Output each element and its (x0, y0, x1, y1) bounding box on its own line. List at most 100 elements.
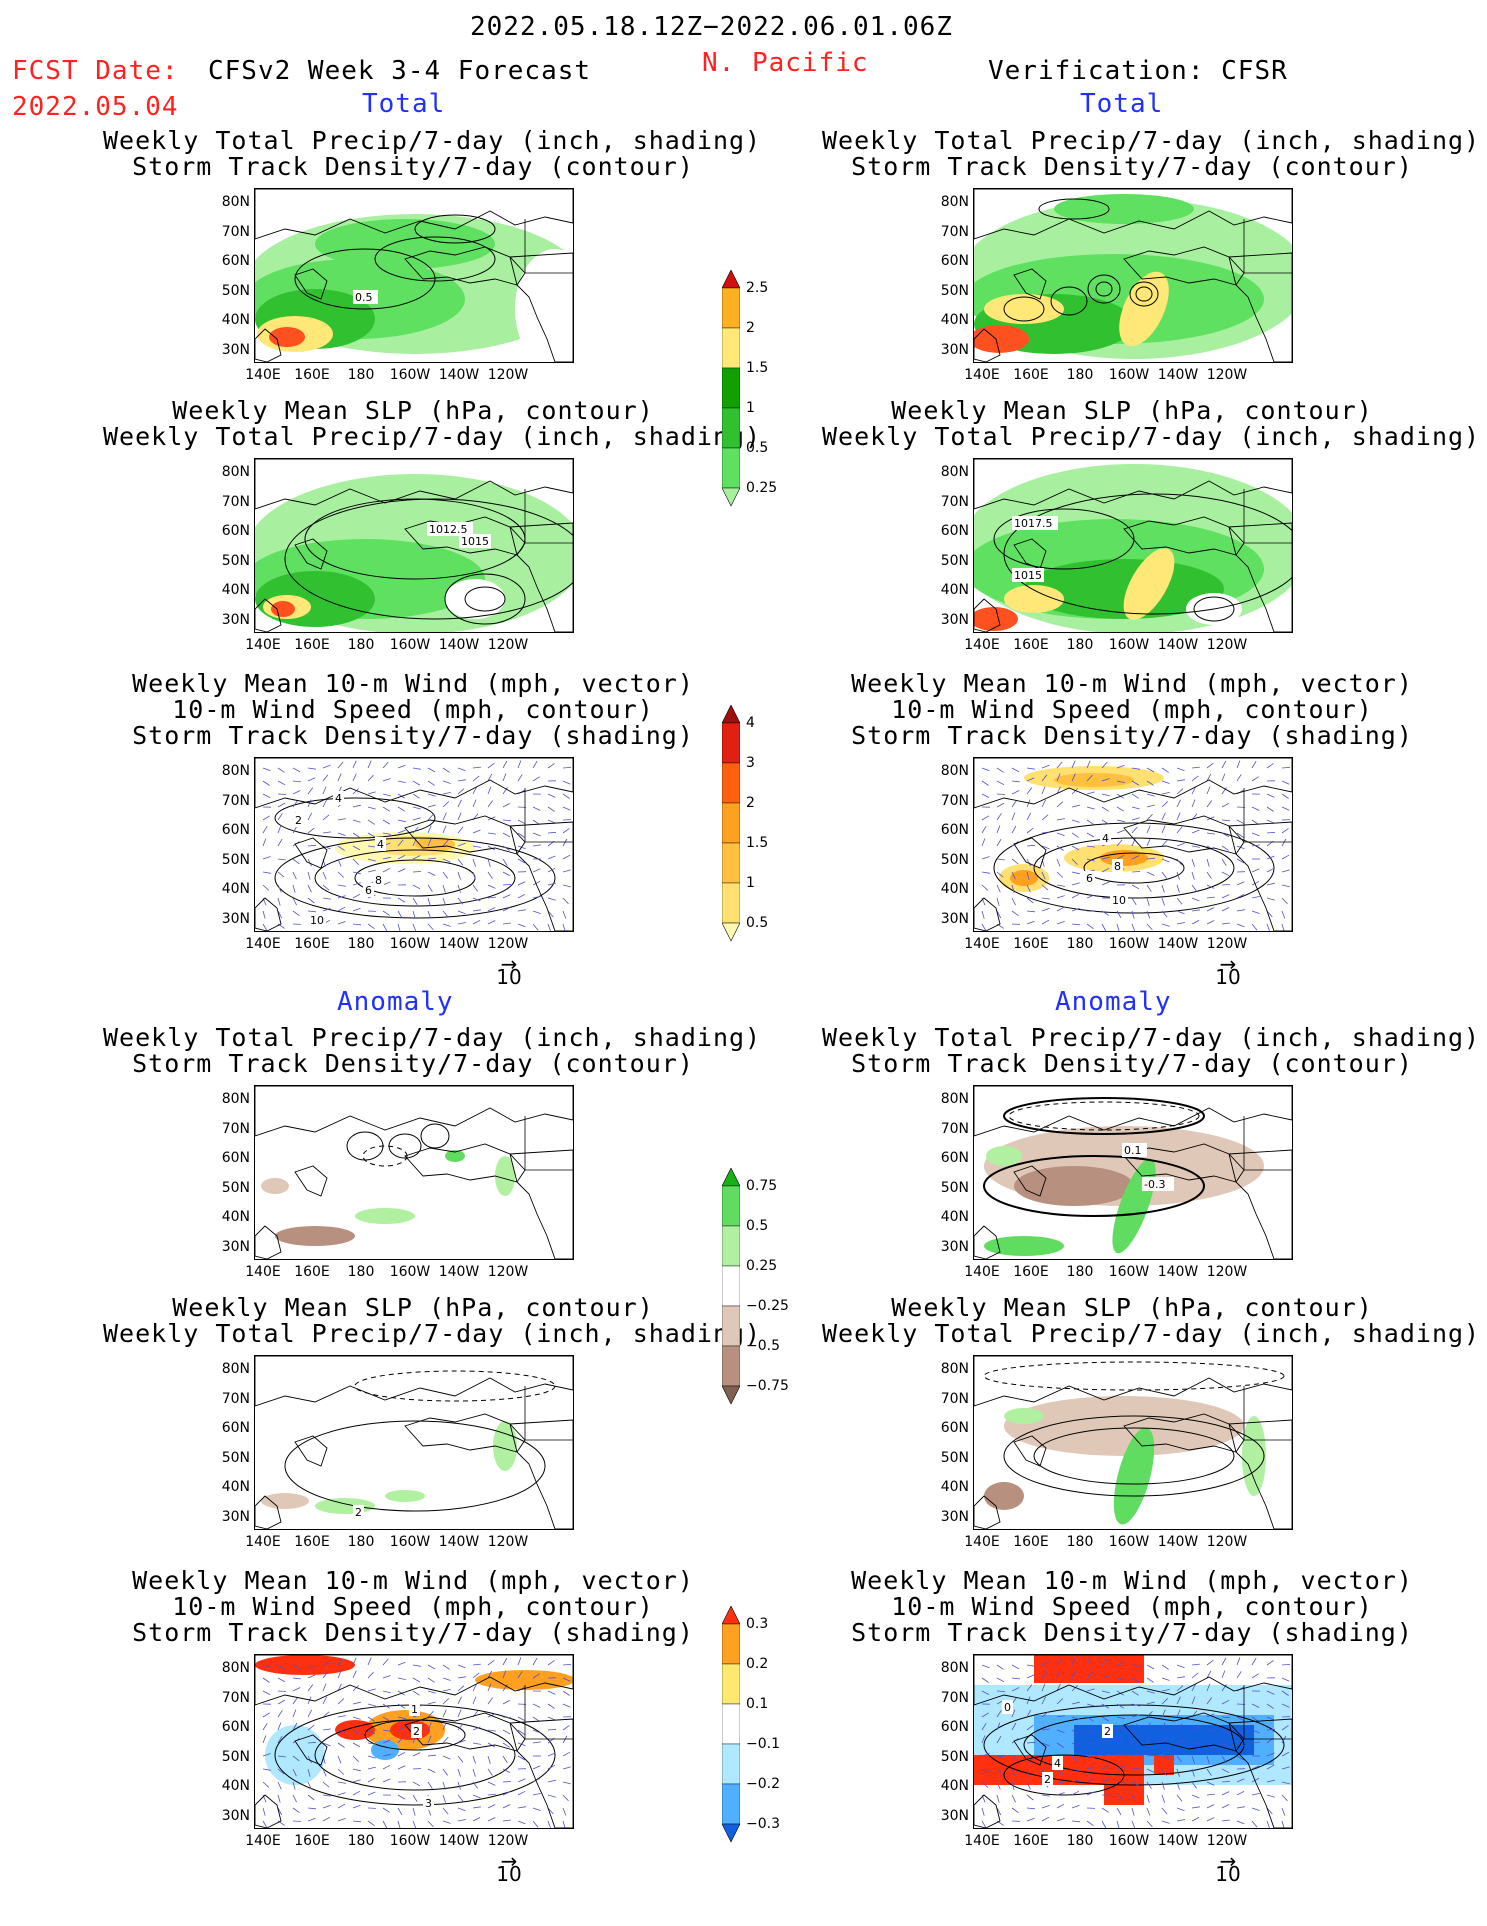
colorbar-precip_anomaly-tick: −0.5 (746, 1338, 780, 1354)
colorbar-storm_anomaly-tick: 0.3 (746, 1616, 768, 1632)
colorbar-storm_total-tick: 2 (746, 795, 755, 811)
colorbar-precip_total-segment (722, 328, 740, 368)
p5-right-lon-tick: 140E (957, 1534, 1007, 1550)
p3-right-lon-tick: 120W (1202, 936, 1252, 952)
p5-left-lon-tick: 180 (336, 1534, 386, 1550)
p5-left-title-line: Weekly Total Precip/7-day (inch, shading… (103, 1321, 723, 1347)
colorbar-storm_total-tick: 0.5 (746, 915, 768, 931)
p3-right-lat-tick: 50N (929, 852, 969, 868)
p5-right-title-line: Weekly Mean SLP (hPa, contour) (822, 1295, 1442, 1321)
p2-left-lon-tick: 160W (385, 637, 435, 653)
colorbar-precip_anomaly-segment (722, 1306, 740, 1346)
p4-left-lon-tick: 160W (385, 1264, 435, 1280)
p4-right-title-line: Weekly Total Precip/7-day (inch, shading… (822, 1025, 1442, 1051)
p2-right-lat-tick: 50N (929, 553, 969, 569)
p1-left-lat-tick: 60N (210, 253, 250, 269)
p6-right-lat-tick: 30N (929, 1808, 969, 1824)
p1-right-lat-tick: 70N (929, 224, 969, 240)
p4-left-lon-tick: 160E (287, 1264, 337, 1280)
colorbar-storm_anomaly-tick: −0.2 (746, 1776, 780, 1792)
p2-right-title: Weekly Mean SLP (hPa, contour)Weekly Tot… (822, 398, 1442, 450)
p2-left-lat-tick: 30N (210, 612, 250, 628)
colorbar-storm_anomaly-top-arrow (722, 1606, 740, 1624)
p4-right-lat-tick: 80N (929, 1091, 969, 1107)
p3-left-title-line: Weekly Mean 10-m Wind (mph, vector) (103, 671, 723, 697)
p6-right-title-line: Weekly Mean 10-m Wind (mph, vector) (822, 1568, 1442, 1594)
p2-right-lon-tick: 160W (1104, 637, 1154, 653)
p3-left-contour-label-1: 2 (295, 814, 302, 827)
p5-left-title: Weekly Mean SLP (hPa, contour)Weekly Tot… (103, 1295, 723, 1347)
p3-right-lon-tick: 140W (1153, 936, 1203, 952)
p3-right-lat-tick: 80N (929, 763, 969, 779)
colorbar-storm_total-segment (722, 803, 740, 843)
colorbar-storm_anomaly-tick: 0.2 (746, 1656, 768, 1672)
colorbar-storm_anomaly-tick: 0.1 (746, 1696, 768, 1712)
p4-left-lon-tick: 120W (483, 1264, 533, 1280)
colorbar-precip_total-bottom-arrow (722, 488, 740, 506)
p6-left-lat-tick: 50N (210, 1749, 250, 1765)
colorbar-precip_total-segment (722, 408, 740, 448)
p2-left-lon-tick: 140W (434, 637, 484, 653)
p6-right-contour-label-0: 0 (1004, 1701, 1011, 1714)
p2-left-lat-tick: 50N (210, 553, 250, 569)
colorbar-precip_total-segment (722, 368, 740, 408)
p2-left-lat-tick: 70N (210, 494, 250, 510)
p3-left-lon-tick: 160W (385, 936, 435, 952)
section-total-left: Total (362, 91, 445, 117)
p1-left-title: Weekly Total Precip/7-day (inch, shading… (103, 128, 723, 180)
p4-left-map (254, 1085, 574, 1260)
p4-right-lat-tick: 50N (929, 1180, 969, 1196)
p4-right-lon-tick: 140W (1153, 1264, 1203, 1280)
p1-right-lat-tick: 80N (929, 194, 969, 210)
p3-left-lon-tick: 120W (483, 936, 533, 952)
p2-right-title-line: Weekly Total Precip/7-day (inch, shading… (822, 424, 1442, 450)
p1-right-lon-tick: 160W (1104, 367, 1154, 383)
p4-left-lat-tick: 80N (210, 1091, 250, 1107)
p6-right-title: Weekly Mean 10-m Wind (mph, vector)10-m … (822, 1568, 1442, 1646)
p6-right-title-line: Storm Track Density/7-day (shading) (822, 1620, 1442, 1646)
p2-right-lat-tick: 40N (929, 582, 969, 598)
p5-left-lon-tick: 160E (287, 1534, 337, 1550)
p5-right-lat-tick: 50N (929, 1450, 969, 1466)
p4-right-map-svg: 0.1-0.3 (974, 1086, 1292, 1259)
p1-left-map-svg: 0.5 (255, 189, 573, 362)
p4-left-lat-tick: 40N (210, 1209, 250, 1225)
p6-left-lat-tick: 80N (210, 1660, 250, 1676)
p1-right-map-svg (974, 189, 1292, 362)
p1-right-lat-tick: 40N (929, 312, 969, 328)
p4-right-lon-tick: 120W (1202, 1264, 1252, 1280)
p1-left-lat-tick: 50N (210, 283, 250, 299)
p4-right-lat-tick: 70N (929, 1121, 969, 1137)
p1-right-lat-tick: 60N (929, 253, 969, 269)
p6-left-lon-tick: 140W (434, 1833, 484, 1849)
p1-left-lon-tick: 180 (336, 367, 386, 383)
p2-right-lon-tick: 140E (957, 637, 1007, 653)
colorbar-storm_anomaly-segment (722, 1704, 740, 1744)
colorbar-precip_anomaly-tick: −0.25 (746, 1298, 789, 1314)
p4-left-lat-tick: 70N (210, 1121, 250, 1137)
p1-right-lon-tick: 140E (957, 367, 1007, 383)
p6-right-lat-tick: 80N (929, 1660, 969, 1676)
p3-left-contour-label-4: 8 (375, 874, 382, 887)
p3-right-contour-label-2: 8 (1114, 860, 1121, 873)
p3-left-lat-tick: 80N (210, 763, 250, 779)
p5-left-lon-tick: 160W (385, 1534, 435, 1550)
p5-right-title-line: Weekly Total Precip/7-day (inch, shading… (822, 1321, 1442, 1347)
p4-left-lon-tick: 140E (238, 1264, 288, 1280)
p6-left-lon-tick: 140E (238, 1833, 288, 1849)
colorbar-storm_total-top-arrow (722, 705, 740, 723)
p6-left-title: Weekly Mean 10-m Wind (mph, vector)10-m … (103, 1568, 723, 1646)
p1-right-lon-tick: 120W (1202, 367, 1252, 383)
p4-right-contour-label-0: 0.1 (1124, 1144, 1142, 1157)
colorbar-precip_anomaly-tick: −0.75 (746, 1378, 789, 1394)
p4-right-lon-tick: 140E (957, 1264, 1007, 1280)
p3-right-lat-tick: 30N (929, 911, 969, 927)
p2-left-lat-tick: 40N (210, 582, 250, 598)
p5-left-lon-tick: 140E (238, 1534, 288, 1550)
p2-left-title-line: Weekly Total Precip/7-day (inch, shading… (103, 424, 723, 450)
p6-left-lat-tick: 40N (210, 1778, 250, 1794)
